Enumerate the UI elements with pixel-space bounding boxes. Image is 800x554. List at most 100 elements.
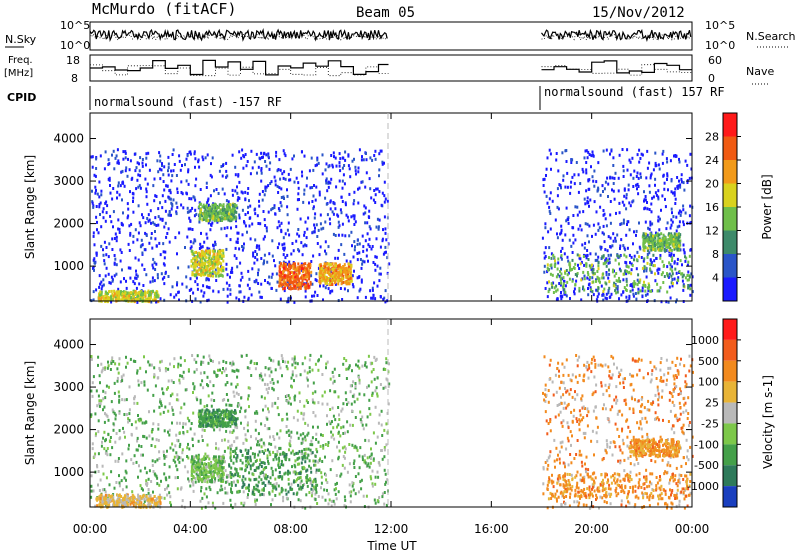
echo-cell [296, 267, 299, 271]
echo-cell [227, 200, 230, 204]
echo-cell [192, 489, 195, 493]
echo-cell [145, 195, 148, 199]
echo-cell [268, 374, 271, 378]
echo-cell [669, 366, 672, 370]
echo-cell [184, 465, 187, 469]
echo-cell [236, 265, 239, 269]
echo-cell [646, 246, 649, 250]
echo-cell [653, 259, 656, 263]
echo-cell [569, 378, 572, 382]
echo-cell [681, 263, 683, 267]
echo-cell [650, 378, 653, 382]
echo-cell [371, 482, 374, 486]
echo-cell [619, 222, 622, 226]
echo-cell [657, 197, 660, 201]
echo-cell [318, 280, 321, 284]
echo-cell [567, 373, 570, 377]
echo-cell [235, 296, 238, 300]
echo-cell [370, 447, 372, 451]
echo-cell [92, 204, 95, 208]
echo-cell [572, 214, 575, 217]
echo-cell [217, 260, 220, 264]
echo-cell [162, 450, 165, 454]
echo-cell [652, 264, 655, 268]
echo-cell [657, 163, 660, 167]
echo-cell [105, 253, 108, 257]
echo-cell [629, 289, 632, 293]
freq-panel: Freq. [MHz] 18 8 60 0 Nave [4, 54, 774, 85]
echo-cell [169, 501, 172, 505]
echo-cell [175, 212, 178, 216]
echo-cell [356, 258, 359, 262]
echo-cell [149, 295, 152, 299]
echo-cell [161, 387, 164, 391]
echo-cell [92, 298, 95, 302]
echo-cell [320, 486, 322, 490]
echo-cell [639, 157, 642, 160]
echo-cell [298, 234, 301, 238]
echo-cell [597, 228, 600, 232]
echo-cell [113, 289, 116, 293]
echo-cell [345, 270, 348, 274]
echo-cell [102, 283, 105, 287]
cpid-segment-2: normalsound (fast) 157 RF [544, 85, 725, 99]
echo-cell [351, 244, 353, 248]
echo-cell [600, 245, 603, 249]
echo-cell [202, 268, 205, 272]
echo-cell [682, 456, 685, 460]
echo-cell [592, 179, 595, 183]
echo-cell [227, 216, 230, 219]
echo-cell [214, 240, 217, 244]
echo-cell [182, 376, 185, 380]
echo-cell [560, 297, 563, 301]
echo-cell [596, 425, 599, 429]
echo-cell [271, 254, 274, 258]
echo-cell [132, 234, 135, 238]
echo-cell [150, 232, 153, 235]
echo-cell [654, 151, 657, 155]
echo-cell [385, 238, 388, 242]
echo-cell [592, 153, 594, 157]
echo-cell [97, 483, 99, 487]
echo-cell [342, 432, 345, 435]
echo-cell [315, 432, 318, 436]
echo-cell [666, 265, 669, 269]
echo-cell [683, 251, 686, 255]
echo-cell [145, 273, 148, 277]
echo-cell [306, 433, 309, 437]
echo-cell [559, 276, 562, 280]
echo-cell [235, 468, 238, 472]
echo-cell [97, 231, 100, 235]
echo-cell [573, 408, 576, 412]
echo-cell [656, 416, 659, 420]
echo-cell [232, 390, 235, 394]
echo-cell [645, 275, 648, 279]
echo-cell [635, 297, 638, 301]
echo-cell [206, 211, 209, 215]
echo-cell [172, 412, 175, 416]
echo-cell [612, 268, 614, 272]
echo-cell [110, 289, 113, 293]
echo-cell [337, 233, 340, 237]
echo-cell [546, 266, 549, 270]
echo-cell [580, 278, 583, 282]
echo-cell [346, 215, 349, 219]
echo-cell [205, 270, 208, 274]
echo-cell [143, 268, 146, 271]
echo-cell [343, 270, 346, 274]
echo-cell [565, 294, 568, 298]
echo-cell [149, 297, 152, 301]
echo-cell [186, 416, 189, 420]
echo-cell [583, 475, 586, 479]
echo-cell [267, 367, 270, 371]
echo-cell [235, 256, 238, 260]
echo-cell [295, 176, 298, 180]
echo-cell [279, 168, 282, 172]
echo-cell [269, 435, 271, 439]
echo-cell [544, 461, 547, 464]
echo-cell [111, 153, 113, 157]
echo-cell [311, 200, 314, 203]
echo-cell [211, 213, 213, 217]
echo-cell [599, 280, 601, 284]
echo-cell [137, 379, 140, 383]
